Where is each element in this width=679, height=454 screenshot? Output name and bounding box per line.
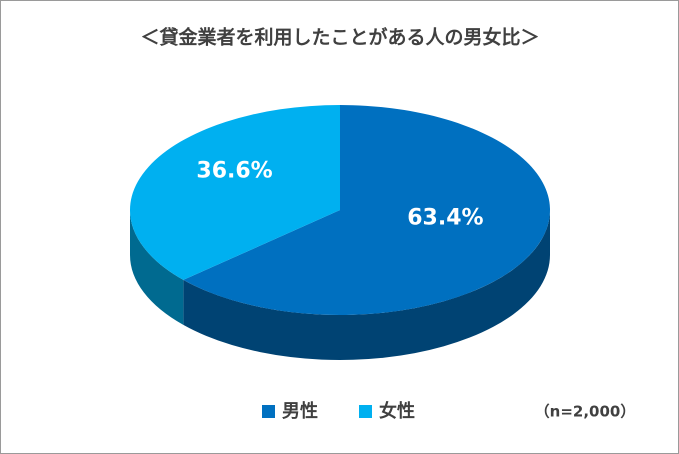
pie-slice	[183, 105, 550, 315]
pie-side	[130, 210, 184, 325]
pie-side	[183, 210, 550, 361]
note: （n=2,000）	[535, 403, 636, 421]
legend-label: 女性	[379, 400, 415, 422]
legend-swatch	[262, 405, 275, 418]
data-label: 36.6%	[196, 158, 272, 183]
legend-label: 男性	[282, 400, 318, 422]
pie-slice	[129, 105, 340, 280]
legend-swatch	[359, 405, 372, 418]
data-label: 63.4%	[407, 206, 483, 231]
chart-title: ＜貸金業者を利用したことがある人の男女比＞	[140, 26, 539, 49]
